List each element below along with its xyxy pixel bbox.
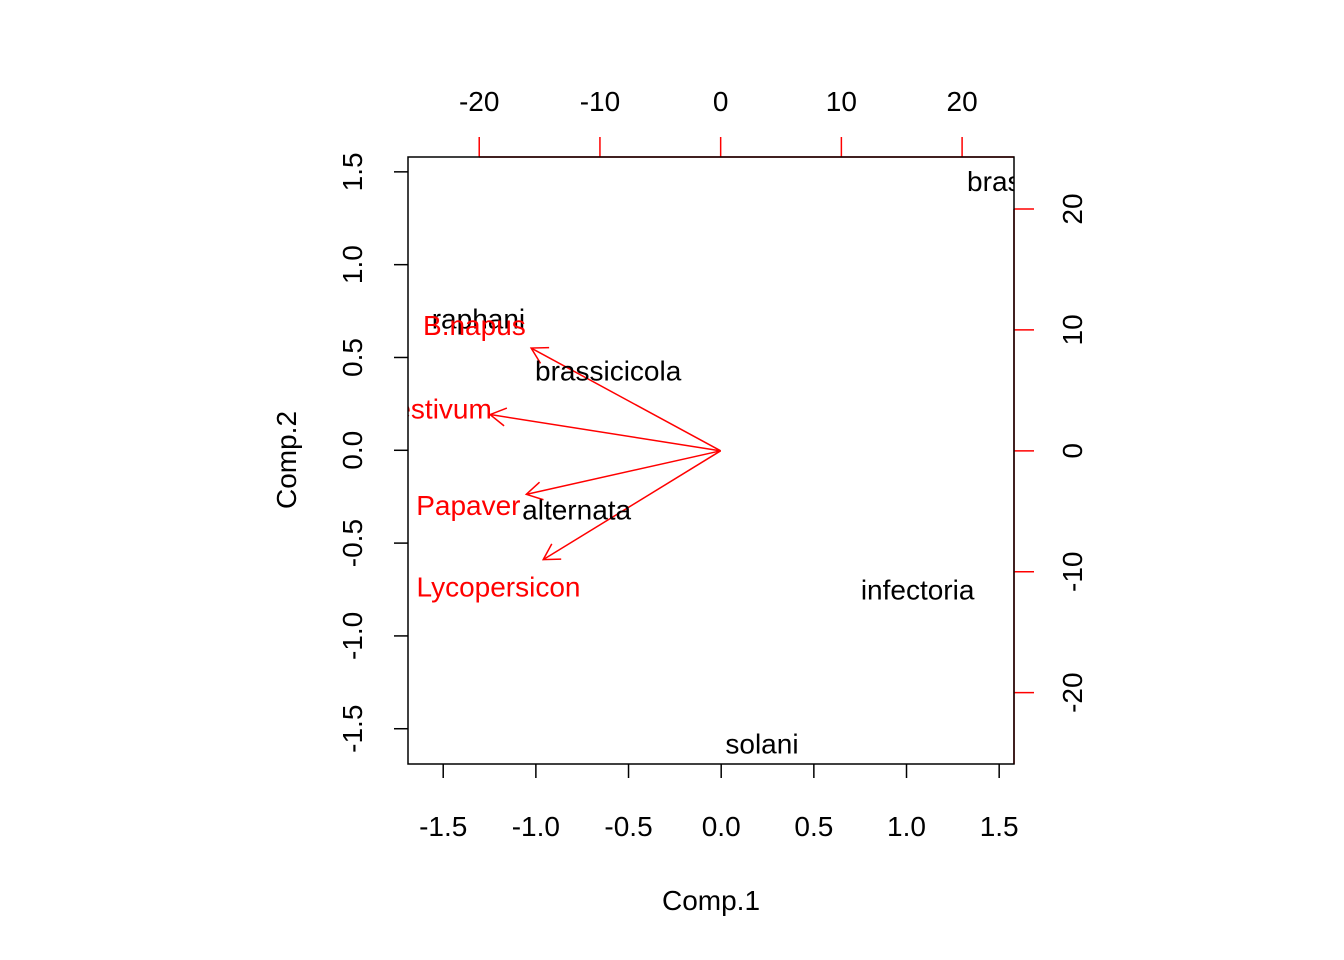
variable-arrows: [488, 346, 722, 561]
x-tick-label: 0.0: [702, 811, 741, 842]
top-tick-label: 0: [713, 86, 729, 117]
arrow-head: [541, 543, 562, 561]
observation-label: brassicicola: [535, 355, 682, 386]
top-tick-label: -10: [580, 86, 620, 117]
y-tick-label: 0.0: [337, 431, 368, 470]
observation-label: raphani: [432, 303, 525, 334]
variable-label: B.napus: [423, 310, 526, 341]
x-tick-label: -0.5: [604, 811, 652, 842]
right-tick-label: -10: [1057, 552, 1088, 592]
y-tick-label: -1.0: [337, 612, 368, 660]
tick-layer: -1.5 -1.0 -0.5 0.0 0.5 1.0 1.5 -1.5 -1.0 -0.5 0.0 0…: [337, 86, 1088, 842]
top-tick-label: 20: [947, 86, 978, 117]
y-tick-label: 1.5: [337, 152, 368, 191]
variable-arrow: [489, 413, 721, 452]
variable-arrow: [526, 450, 721, 496]
x-tick-label: 1.0: [887, 811, 926, 842]
right-tick-label: 10: [1057, 314, 1088, 345]
top-tick-label: 10: [826, 86, 857, 117]
arrow-head: [488, 407, 508, 427]
x-tick-label: 1.5: [980, 811, 1019, 842]
x-tick-label: 0.5: [794, 811, 833, 842]
observation-label: solani: [725, 729, 798, 760]
right-tick-label: 20: [1057, 193, 1088, 224]
y-tick-label: -1.5: [337, 705, 368, 753]
observation-label: brassicae: [967, 166, 1087, 197]
observation-label: infectoria: [861, 575, 975, 606]
right-tick-label: 0: [1057, 443, 1088, 459]
observation-label: alternata: [522, 495, 631, 526]
top-tick-label: -20: [459, 86, 499, 117]
variable-label: T.aestivum: [358, 394, 492, 425]
variable-label: Papaver: [416, 490, 520, 521]
variable-arrow: [542, 450, 722, 561]
y-tick-label: -0.5: [337, 519, 368, 567]
y-tick-label: 1.0: [337, 245, 368, 284]
arrow-head: [529, 346, 550, 364]
variable-label: Lycopersicon: [417, 571, 581, 602]
point-labels: brassicae raphani brassicicola alternata inf…: [358, 166, 1087, 760]
y-tick-label: 0.5: [337, 338, 368, 377]
y-axis-title: Comp.2: [271, 411, 302, 509]
arrow-head: [524, 481, 544, 501]
x-axis-title: Comp.1: [662, 885, 760, 916]
x-tick-label: -1.5: [419, 811, 467, 842]
plot-frame: [407, 156, 1015, 765]
x-tick-label: -1.0: [512, 811, 560, 842]
variable-arrow: [530, 347, 722, 452]
right-tick-label: -20: [1057, 672, 1088, 712]
